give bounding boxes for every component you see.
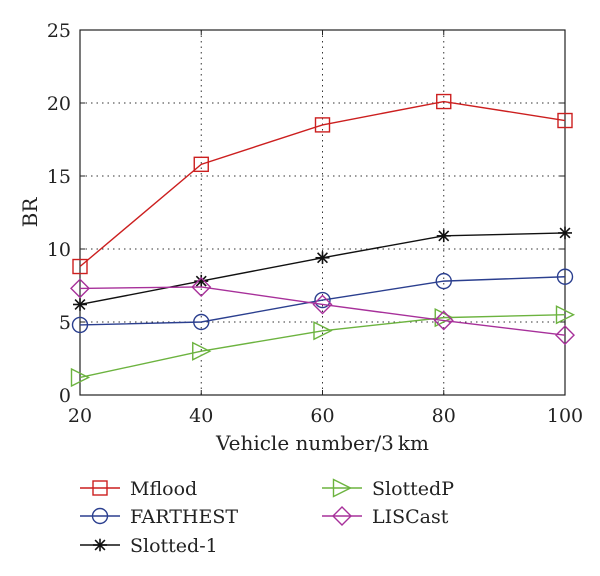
data-point-farthest <box>314 291 331 309</box>
x-tick-label: 20 <box>68 405 92 427</box>
legend-label-mflood: Mflood <box>130 478 197 500</box>
series-line-farthest <box>79 276 566 326</box>
data-point-slottedp <box>70 367 91 388</box>
legend-marker-slotted-1 <box>93 538 107 552</box>
series-line-mflood <box>79 100 566 268</box>
legend-item-mflood: Mflood <box>80 478 197 500</box>
legend: Mflood FARTHEST Slotted-1 SlottedP LISCast <box>80 478 454 557</box>
data-point-mflood <box>557 112 573 129</box>
legend-item-slottedp: SlottedP <box>322 478 454 500</box>
y-tick-label: 0 <box>59 385 71 407</box>
data-point-slotted-1 <box>558 226 572 240</box>
data-point-farthest <box>71 316 89 334</box>
y-axis-title: BR <box>18 197 42 228</box>
y-tick-label: 10 <box>47 239 71 261</box>
series-group <box>70 93 576 388</box>
legend-marker-mflood <box>92 480 108 496</box>
series-line-slottedp <box>79 314 566 379</box>
legend-marker-farthest <box>91 507 109 525</box>
data-point-slottedp <box>555 305 576 325</box>
grid-lines <box>80 30 565 395</box>
data-point-slotted-1 <box>315 251 330 265</box>
y-tick-label: 5 <box>59 312 71 334</box>
axis-ticks: 0 5 10 15 20 25 20 40 60 80 100 <box>47 20 583 427</box>
data-point-slottedp <box>313 321 333 341</box>
legend-item-liscast: LISCast <box>322 506 449 528</box>
legend-marker-liscast <box>332 506 352 526</box>
data-point-slottedp <box>192 341 212 361</box>
legend-item-farthest: FARTHEST <box>80 506 238 528</box>
legend-marker-slottedp <box>332 478 353 498</box>
data-point-farthest <box>193 313 210 331</box>
data-point-mflood <box>314 117 331 133</box>
series-farthest <box>71 268 574 334</box>
data-point-mflood <box>193 156 209 173</box>
y-tick-label: 20 <box>47 93 71 115</box>
series-line-liscast <box>79 286 566 336</box>
series-slotted-1 <box>73 226 572 311</box>
y-tick-label: 15 <box>47 166 71 188</box>
legend-label-slotted-1: Slotted-1 <box>130 535 218 557</box>
data-point-liscast <box>433 310 454 331</box>
data-point-liscast <box>191 276 212 297</box>
data-point-slotted-1 <box>73 298 87 311</box>
data-point-mflood <box>72 258 88 275</box>
legend-label-liscast: LISCast <box>372 506 449 528</box>
x-tick-label: 100 <box>547 405 583 427</box>
data-point-slottedp <box>434 307 454 328</box>
data-point-liscast <box>70 278 90 299</box>
legend-item-slotted-1: Slotted-1 <box>80 535 218 557</box>
data-point-mflood <box>436 93 452 110</box>
data-point-farthest <box>556 268 574 285</box>
x-tick-label: 80 <box>432 405 456 427</box>
legend-label-farthest: FARTHEST <box>130 506 238 528</box>
legend-label-slottedp: SlottedP <box>372 478 454 500</box>
data-point-liscast <box>312 294 333 315</box>
series-mflood <box>72 93 573 275</box>
series-line-slotted-1 <box>79 232 566 306</box>
data-point-farthest <box>435 272 452 290</box>
series-slottedp <box>70 305 576 388</box>
y-tick-label: 25 <box>47 20 71 42</box>
data-point-slotted-1 <box>194 274 209 288</box>
x-axis-title: Vehicle number/3 km <box>215 431 429 455</box>
data-point-slotted-1 <box>436 229 451 243</box>
x-tick-label: 60 <box>310 405 334 427</box>
data-point-liscast <box>555 325 575 346</box>
series-liscast <box>70 276 575 346</box>
x-tick-label: 40 <box>189 405 213 427</box>
